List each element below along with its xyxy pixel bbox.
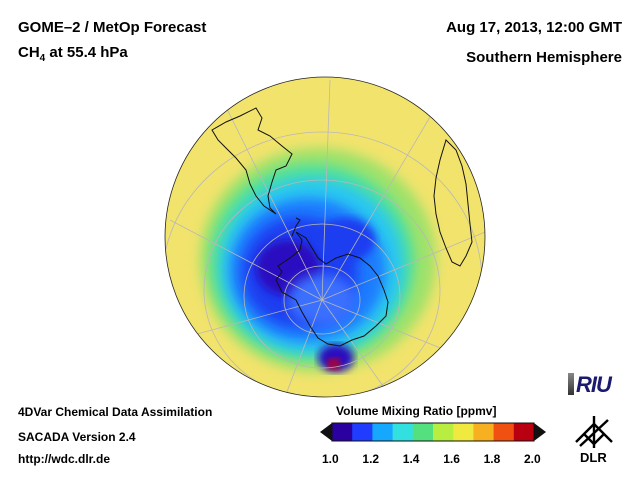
colorbar-over-triangle xyxy=(534,423,546,441)
colorbar xyxy=(320,422,546,442)
species-level-title: CH4 at 55.4 hPa xyxy=(18,44,128,64)
website-link[interactable]: http://wdc.dlr.de xyxy=(18,452,110,466)
dlr-logo-text: DLR xyxy=(580,450,607,465)
product-title: GOME–2 / MetOp Forecast xyxy=(18,19,207,36)
colorbar-cell xyxy=(493,423,515,441)
colorbar-tick-label: 1.6 xyxy=(443,452,460,466)
colorbar-cell xyxy=(352,423,373,441)
riu-logo-text: RIU xyxy=(576,372,612,397)
colorbar-cell xyxy=(473,423,495,441)
assimilation-label: 4DVar Chemical Data Assimilation xyxy=(18,405,213,419)
graticule-lines xyxy=(165,79,485,397)
colorbar-cell xyxy=(433,423,454,441)
hemisphere-label: Southern Hemisphere xyxy=(466,49,622,66)
colorbar-under-triangle xyxy=(320,423,332,441)
species-label: CH xyxy=(18,44,40,61)
colorbar-title: Volume Mixing Ratio [ppmv] xyxy=(336,404,497,418)
colorbar-cell xyxy=(412,423,434,441)
colorbar-tick-label: 1.8 xyxy=(483,452,501,466)
dlr-logo-icon xyxy=(575,416,613,448)
colorbar-cell xyxy=(513,423,535,441)
pressure-label: at 55.4 hPa xyxy=(45,44,128,61)
colorbar-cell xyxy=(392,423,414,441)
riu-logo-icon: RIU xyxy=(568,372,612,398)
colorbar-cell xyxy=(332,423,353,441)
colorbar-tick-label: 1.2 xyxy=(362,452,380,466)
colorbar-tick-label: 1.4 xyxy=(402,452,420,466)
colorbar-tick-label: 1.0 xyxy=(322,452,339,466)
colorbar-tick-label: 2.0 xyxy=(524,452,541,466)
colorbar-cell xyxy=(372,423,394,441)
colorbar-frame xyxy=(331,422,535,442)
forecast-datetime: Aug 17, 2013, 12:00 GMT xyxy=(446,19,622,36)
globe-field xyxy=(165,77,485,397)
species-subscript: 4 xyxy=(39,53,46,64)
version-label: SACADA Version 2.4 xyxy=(18,430,136,444)
coastlines xyxy=(211,107,473,347)
colorbar-cell xyxy=(453,423,474,441)
